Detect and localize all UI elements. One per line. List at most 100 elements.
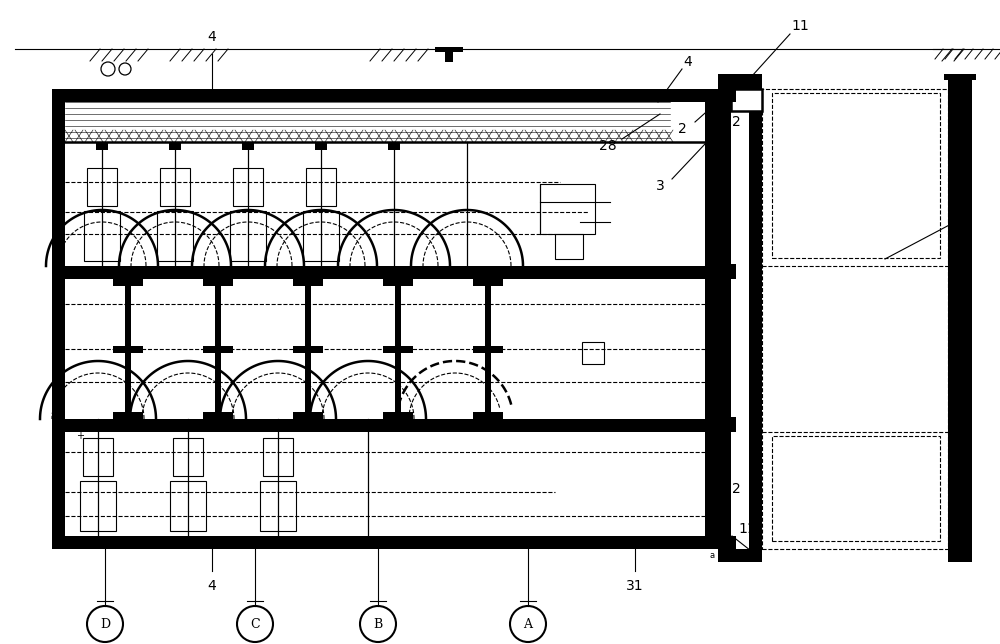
Bar bbox=[772, 436, 940, 541]
Bar bbox=[944, 74, 976, 80]
Bar bbox=[80, 481, 116, 531]
Text: C: C bbox=[250, 618, 260, 630]
Bar bbox=[305, 279, 311, 419]
Text: a: a bbox=[709, 551, 715, 560]
Text: 31: 31 bbox=[626, 579, 644, 593]
Bar bbox=[678, 419, 688, 432]
Bar bbox=[762, 89, 948, 549]
Bar bbox=[395, 279, 401, 419]
Bar bbox=[293, 412, 323, 419]
Text: A: A bbox=[524, 618, 532, 630]
Bar bbox=[718, 76, 731, 562]
Bar bbox=[52, 89, 718, 102]
Bar bbox=[435, 47, 463, 52]
Text: 4: 4 bbox=[208, 30, 216, 44]
Bar bbox=[678, 536, 688, 549]
Bar bbox=[244, 266, 252, 274]
Text: 1: 1 bbox=[958, 212, 967, 226]
Bar bbox=[555, 234, 583, 259]
Bar bbox=[510, 266, 520, 279]
Bar bbox=[383, 279, 413, 286]
Bar bbox=[383, 412, 413, 419]
Bar bbox=[718, 264, 736, 279]
Bar bbox=[566, 419, 576, 432]
Bar bbox=[203, 412, 233, 419]
Bar bbox=[948, 76, 961, 562]
Bar bbox=[306, 168, 336, 206]
Bar bbox=[173, 438, 203, 476]
Bar bbox=[171, 266, 179, 274]
Text: 3: 3 bbox=[656, 179, 664, 193]
Text: 2: 2 bbox=[732, 115, 741, 129]
Text: 2: 2 bbox=[678, 122, 686, 136]
Bar bbox=[948, 549, 972, 562]
Bar bbox=[678, 266, 688, 279]
Bar bbox=[157, 211, 193, 261]
Bar bbox=[364, 419, 372, 427]
Bar bbox=[959, 76, 972, 562]
Bar bbox=[170, 481, 206, 531]
Text: +: + bbox=[76, 431, 84, 441]
Bar bbox=[184, 419, 192, 427]
Bar bbox=[650, 419, 660, 432]
Bar bbox=[510, 536, 520, 549]
Bar bbox=[622, 536, 632, 549]
Bar bbox=[98, 266, 106, 274]
Bar bbox=[948, 74, 972, 89]
Bar bbox=[125, 279, 131, 419]
Text: 2: 2 bbox=[732, 482, 741, 496]
Bar bbox=[538, 266, 548, 279]
Bar bbox=[463, 266, 471, 274]
Bar bbox=[169, 142, 181, 150]
Bar bbox=[315, 142, 327, 150]
Bar bbox=[473, 412, 503, 419]
Text: D: D bbox=[100, 618, 110, 630]
Bar bbox=[622, 419, 632, 432]
Bar bbox=[203, 279, 233, 286]
Bar bbox=[94, 419, 102, 427]
Bar bbox=[293, 345, 323, 352]
Bar bbox=[582, 342, 604, 364]
Bar bbox=[84, 211, 120, 261]
Bar bbox=[473, 345, 503, 352]
Bar bbox=[594, 419, 604, 432]
Bar bbox=[718, 74, 762, 89]
Bar bbox=[772, 93, 940, 258]
Bar bbox=[566, 266, 576, 279]
Bar bbox=[540, 184, 595, 234]
Bar bbox=[242, 142, 254, 150]
Bar bbox=[215, 279, 221, 419]
Bar bbox=[749, 76, 762, 562]
Bar bbox=[705, 89, 718, 549]
Bar bbox=[113, 345, 143, 352]
Bar bbox=[52, 536, 718, 549]
Bar bbox=[87, 168, 117, 206]
Bar bbox=[538, 536, 548, 549]
Bar bbox=[650, 266, 660, 279]
Bar bbox=[718, 417, 736, 432]
Bar bbox=[388, 142, 400, 150]
Text: 28: 28 bbox=[599, 139, 617, 153]
Bar bbox=[274, 419, 282, 427]
Bar bbox=[383, 345, 413, 352]
Bar bbox=[718, 536, 736, 549]
Bar bbox=[260, 481, 296, 531]
Bar bbox=[113, 279, 143, 286]
Bar bbox=[230, 211, 266, 261]
Bar bbox=[566, 536, 576, 549]
Bar bbox=[160, 168, 190, 206]
Bar bbox=[65, 266, 718, 279]
Bar bbox=[473, 279, 503, 286]
Bar bbox=[113, 412, 143, 419]
Bar bbox=[731, 89, 762, 111]
Bar bbox=[485, 279, 491, 419]
Bar bbox=[293, 279, 323, 286]
Bar bbox=[83, 438, 113, 476]
Bar bbox=[594, 536, 604, 549]
Text: 4: 4 bbox=[684, 55, 692, 69]
Bar bbox=[718, 89, 736, 102]
Bar bbox=[650, 536, 660, 549]
Bar bbox=[96, 142, 108, 150]
Bar bbox=[303, 211, 339, 261]
Text: 4: 4 bbox=[208, 579, 216, 593]
